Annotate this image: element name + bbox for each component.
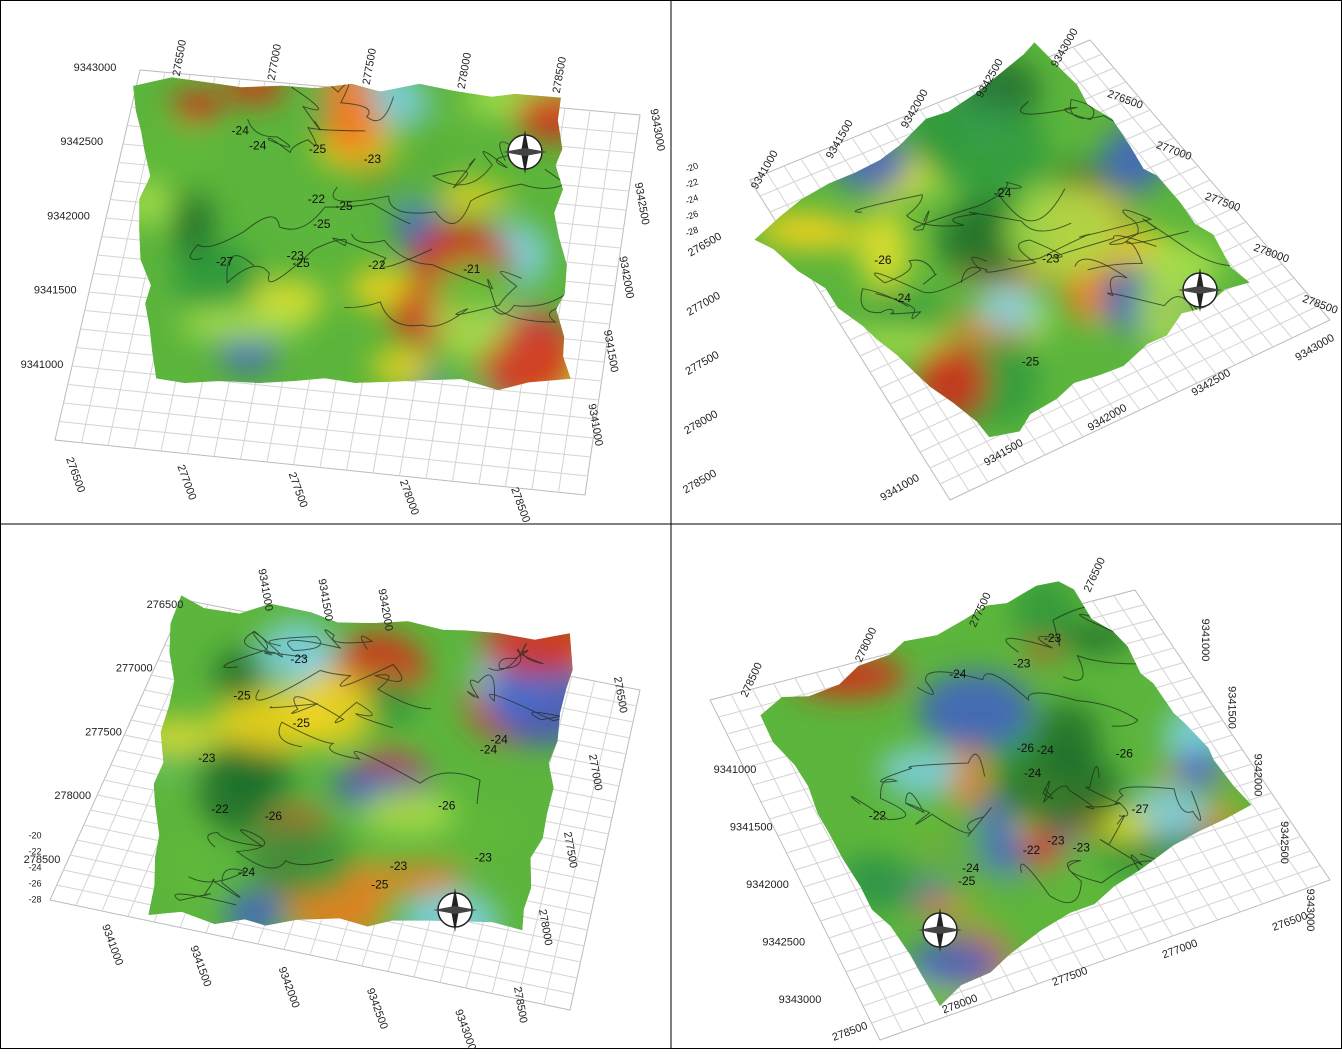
contour-label: -23 xyxy=(1013,657,1031,671)
contour-label: -24 xyxy=(949,667,967,681)
color-blob xyxy=(382,113,463,211)
axis-label: 9341000 xyxy=(1199,619,1211,662)
contour-label: -23 xyxy=(1073,841,1091,855)
axis-label: 9342000 xyxy=(1252,754,1264,797)
contour-label: -25 xyxy=(1022,355,1040,369)
color-blob xyxy=(949,864,1014,914)
contour-label: -26 xyxy=(1017,741,1035,755)
contour-label: -23 xyxy=(390,859,408,873)
color-blob xyxy=(917,672,1033,750)
axis-label: 9341000 xyxy=(714,764,757,776)
contour-label: -23 xyxy=(1042,251,1060,265)
contour-label: -25 xyxy=(371,878,389,892)
axis-label: 278000 xyxy=(54,790,91,802)
contour-label: -23 xyxy=(1047,833,1065,847)
contour-label: -22 xyxy=(1023,843,1041,857)
contour-label: -22 xyxy=(869,808,887,822)
contour-label: -25 xyxy=(958,874,976,888)
color-blob xyxy=(858,210,911,291)
contour-label: -23 xyxy=(290,652,308,666)
contour-label: -24 xyxy=(894,291,912,305)
color-blob xyxy=(879,747,961,792)
contour-label: -23 xyxy=(1044,631,1062,645)
axis-label: 9342000 xyxy=(47,210,90,222)
contour-label: -27 xyxy=(1131,802,1149,816)
color-blob xyxy=(172,89,222,123)
axis-label: 9343000 xyxy=(779,994,822,1006)
contour-label: -27 xyxy=(216,254,234,268)
axis-label: 276500 xyxy=(147,599,184,611)
color-blob xyxy=(922,106,1049,196)
contour-label: -24 xyxy=(480,742,498,756)
axis-label: 9343000 xyxy=(1304,889,1316,932)
axis-label: 9341500 xyxy=(730,821,773,833)
contour-label: -23 xyxy=(364,152,382,166)
axis-label: 9341500 xyxy=(1225,686,1237,729)
contour-label: -26 xyxy=(874,253,892,267)
contour-label: -24 xyxy=(249,139,267,153)
axis-label: 9343000 xyxy=(74,62,117,74)
contour-label: -24 xyxy=(1024,766,1042,780)
axis-label: -22 xyxy=(28,846,41,856)
contour-label: -25 xyxy=(313,217,331,231)
contour-label: -23 xyxy=(198,751,216,765)
contour-label: -24 xyxy=(1037,743,1055,757)
contour-label: -26 xyxy=(265,809,283,823)
color-blob xyxy=(998,750,1122,831)
color-blob xyxy=(977,285,1039,330)
color-blob xyxy=(323,89,382,159)
contour-label: -24 xyxy=(238,865,256,879)
figure: -23-22-23-24-25-21-22-25-24-25-27-252765… xyxy=(0,0,1342,1049)
contour-label: -24 xyxy=(962,861,980,875)
axis-label: -24 xyxy=(28,862,41,872)
contour-label: -21 xyxy=(463,262,481,276)
color-blob xyxy=(372,348,429,385)
contour-label: -24 xyxy=(994,186,1012,200)
color-blob xyxy=(787,218,863,249)
contour-label: -25 xyxy=(335,199,353,213)
contour-label: -26 xyxy=(438,799,456,813)
axis-label: -28 xyxy=(28,894,41,904)
contour-label: -22 xyxy=(211,802,229,816)
color-blob xyxy=(1006,185,1123,277)
axis-label: -20 xyxy=(28,830,41,840)
contour-label: -25 xyxy=(309,142,327,156)
axis-label: -26 xyxy=(28,878,41,888)
contour-label: -25 xyxy=(292,256,310,270)
axis-label: 277500 xyxy=(85,726,122,738)
page: -23-22-23-24-25-21-22-25-24-25-27-252765… xyxy=(0,0,1342,1054)
contour-label: -24 xyxy=(232,123,250,137)
color-blob xyxy=(245,820,356,897)
contour-label: -26 xyxy=(1116,746,1134,760)
contour-label: -23 xyxy=(475,850,493,864)
axis-label: 9341000 xyxy=(21,359,64,371)
contour-label: -22 xyxy=(368,258,386,272)
color-blob xyxy=(166,815,219,907)
axis-label: 9341500 xyxy=(34,285,77,297)
axis-label: 9342000 xyxy=(746,879,789,891)
contour-label: -25 xyxy=(293,716,311,730)
axis-label: 9342500 xyxy=(60,136,103,148)
axis-label: 9342500 xyxy=(1278,821,1290,864)
contour-label: -25 xyxy=(233,689,251,703)
color-blob xyxy=(180,305,308,344)
axis-label: 9342500 xyxy=(762,936,805,948)
axis-label: 277000 xyxy=(116,663,153,675)
contour-label: -22 xyxy=(308,192,326,206)
